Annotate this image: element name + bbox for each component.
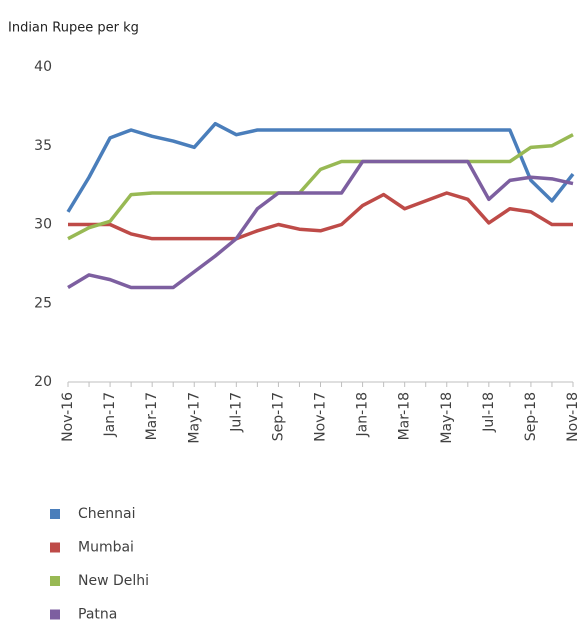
x-tick-label: Sep-18: [523, 392, 539, 441]
x-tick-label: May-18: [439, 392, 455, 444]
series-line: [67, 133, 574, 241]
y-tick-label: 30: [34, 217, 52, 233]
series-line: [66, 121, 575, 213]
legend-label: Chennai: [78, 506, 135, 522]
legend-label: New Delhi: [78, 573, 149, 589]
x-tick-label: Jul-17: [228, 392, 244, 433]
series-line: [67, 159, 574, 290]
x-tick-label: Jan-18: [355, 392, 371, 437]
legend-swatch: [50, 509, 60, 519]
y-tick-label: 25: [34, 295, 52, 311]
x-tick-label: Nov-17: [313, 392, 329, 442]
y-tick-label: 20: [34, 374, 52, 390]
legend-swatch: [50, 542, 60, 553]
x-tick-label: Nov-16: [60, 392, 76, 442]
x-tick-label: May-17: [186, 392, 202, 444]
x-tick-label: Mar-18: [397, 392, 413, 440]
x-tick-label: Jan-17: [102, 392, 118, 437]
x-tick-label: Sep-17: [270, 392, 286, 441]
x-tick-label: Mar-17: [144, 392, 160, 440]
legend-swatch: [50, 576, 60, 586]
y-tick-label: 35: [34, 138, 52, 154]
x-tick-label: Jul-18: [481, 392, 497, 433]
legend-swatch: [50, 609, 60, 620]
y-tick-label: 40: [34, 59, 52, 75]
legend-label: Patna: [78, 607, 117, 623]
x-tick-label: Nov-18: [565, 392, 581, 442]
legend-label: Mumbai: [78, 540, 134, 556]
series-line: [68, 191, 573, 241]
y-axis-label: Indian Rupee per kg: [8, 21, 139, 36]
